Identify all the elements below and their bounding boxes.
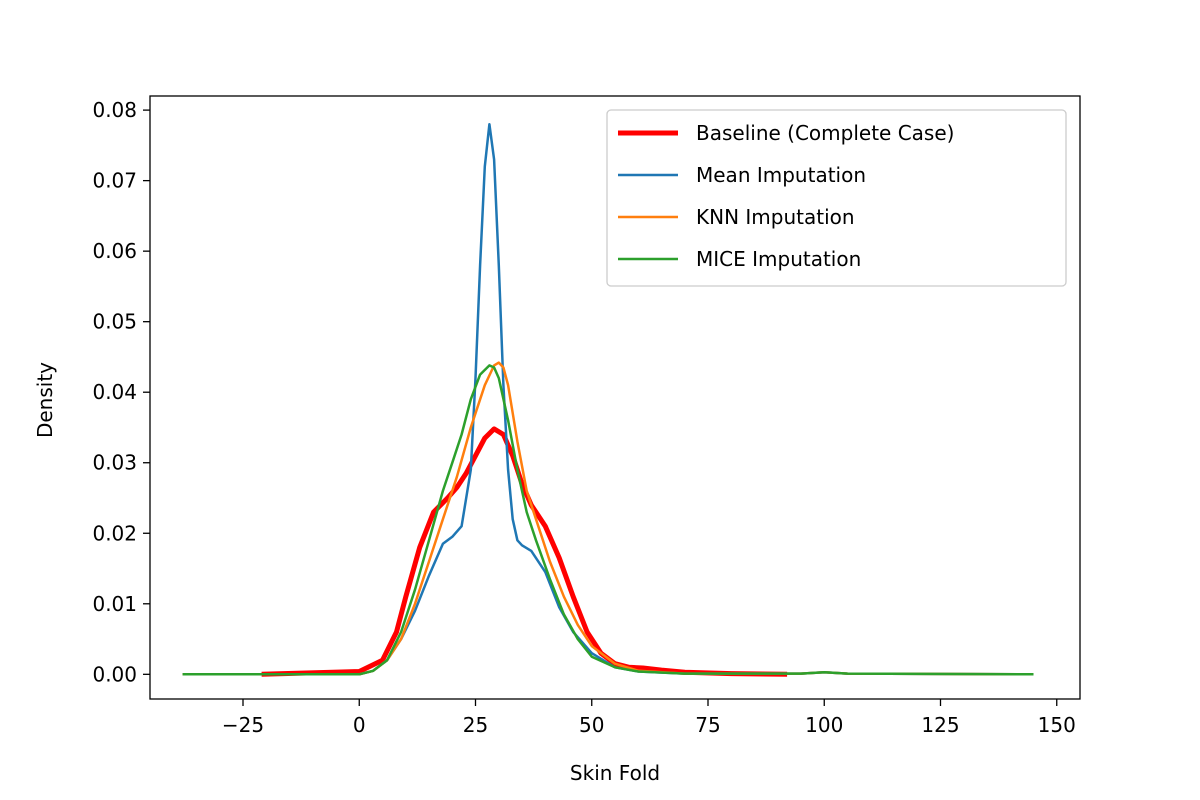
y-tick-label: 0.04 [92,380,137,404]
x-axis: −25 0 25 50 75 100 125 150 [222,699,1076,737]
y-tick-label: 0.08 [92,98,137,122]
y-tick-label: 0.06 [92,239,137,263]
legend-label-1: Mean Imputation [696,163,866,187]
x-tick-label: 125 [921,713,959,737]
plot-area [182,122,1034,677]
x-axis-label: Skin Fold [570,761,660,785]
y-tick-label: 0.03 [92,451,137,475]
x-tick-label: 50 [579,713,604,737]
y-axis: 0.00 0.01 0.02 0.03 0.04 0.05 0.06 0.07 0.08 [92,98,150,686]
x-tick-label: 150 [1038,713,1076,737]
x-tick-label: 100 [805,713,843,737]
x-tick-label: 0 [353,713,366,737]
legend-label-2: KNN Imputation [696,205,855,229]
x-tick-label: −25 [222,713,264,737]
legend-box [606,109,1067,287]
series-line-2 [182,361,1034,676]
y-tick-label: 0.07 [92,169,137,193]
y-tick-label: 0.00 [92,662,137,686]
x-tick-label: 75 [695,713,720,737]
series-line-0 [261,426,788,677]
legend: Baseline (Complete Case) Mean Imputation K… [606,109,1067,287]
y-tick-label: 0.02 [92,521,137,545]
y-tick-label: 0.01 [92,592,137,616]
series-line-3 [182,364,1034,676]
legend-label-3: MICE Imputation [696,247,861,271]
legend-label-0: Baseline (Complete Case) [696,121,954,145]
y-axis-label: Density [33,362,57,438]
axes-frame [149,95,1081,700]
y-tick-label: 0.05 [92,310,137,334]
x-tick-label: 25 [463,713,488,737]
